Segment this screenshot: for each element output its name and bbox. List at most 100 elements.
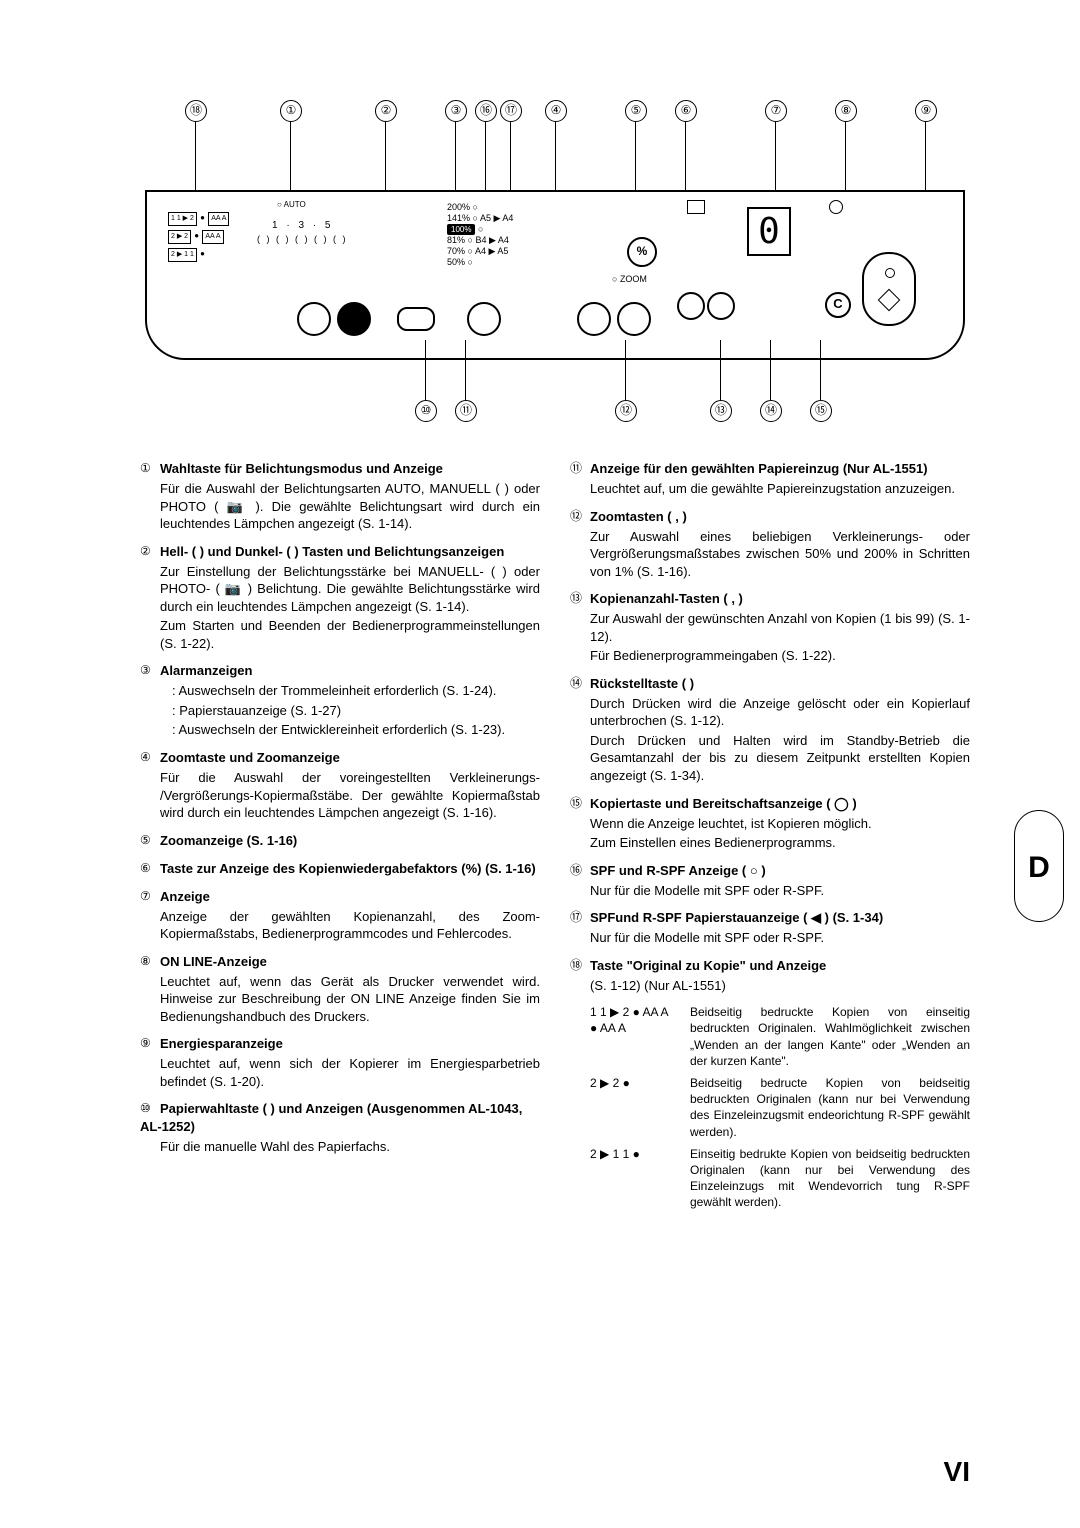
callout-16: ⑯ xyxy=(475,100,497,122)
zoom-list: 200% ○ 141% ○ A5 ▶ A4 100% ○ 81% ○ B4 ▶ … xyxy=(447,202,513,268)
lead-line xyxy=(425,340,426,400)
item-desc: (S. 1-12) (Nur AL-1551) xyxy=(590,977,970,995)
item-number: ⑰ xyxy=(570,909,588,927)
callout-18: ⑱ xyxy=(185,100,207,122)
item-desc: : Papierstauanzeige (S. 1-27) xyxy=(172,702,540,720)
item-number: ⑥ xyxy=(140,860,158,878)
item-number: ⑤ xyxy=(140,832,158,850)
side-tab: D xyxy=(1014,810,1064,922)
item-desc: Für Bedienerprogrammeingaben (S. 1-22). xyxy=(590,647,970,665)
item-title: Zoomtasten ( , ) xyxy=(590,509,687,524)
item-desc: Leuchtet auf, wenn sich der Kopierer im … xyxy=(160,1055,540,1090)
item-title: SPF und R-SPF Anzeige ( ○ ) xyxy=(590,863,766,878)
item-title: Kopiertaste und Bereitschaftsanzeige ( ◯… xyxy=(590,796,857,811)
item-title: Anzeige xyxy=(160,889,210,904)
item-number: ⑨ xyxy=(140,1035,158,1053)
callout-15: ⑮ xyxy=(810,400,832,422)
item-title: Energiesparanzeige xyxy=(160,1036,283,1051)
zoom-down-button xyxy=(577,302,611,336)
item-title: ON LINE-Anzeige xyxy=(160,954,267,969)
item-desc: Zum Starten und Beenden der Bedienerprog… xyxy=(160,617,540,652)
printer-icon xyxy=(687,200,705,214)
callout-11: ⑪ xyxy=(455,400,477,422)
lead-line xyxy=(465,340,466,400)
mode-glyph: 1 1 ▶ 2 ● AA A ● AA A xyxy=(590,1004,690,1036)
mode-row-2: 2 ▶ 2 xyxy=(168,230,191,244)
zoom-up-button xyxy=(617,302,651,336)
list-item: ⑱Taste "Original zu Kopie" und Anzeige(S… xyxy=(570,957,970,995)
zoom-label: ○ ZOOM xyxy=(612,274,647,284)
list-item: ⑭Rückstelltaste ( )Durch Drücken wird di… xyxy=(570,675,970,785)
item-title: Taste "Original zu Kopie" und Anzeige xyxy=(590,958,826,973)
dark-button xyxy=(337,302,371,336)
item-desc: Zur Auswahl der gewünschten Anzahl von K… xyxy=(590,610,970,645)
list-item: ④Zoomtaste und Zoomanzeige Für die Auswah… xyxy=(140,749,540,822)
lead-line xyxy=(635,120,636,190)
item-desc: Nur für die Modelle mit SPF oder R-SPF. xyxy=(590,882,970,900)
lead-line xyxy=(925,120,926,190)
left-column: ①Wahltaste für Belichtungsmodus und Anze… xyxy=(140,460,540,1211)
item-number: ⑪ xyxy=(570,460,588,478)
item-desc: : Auswechseln der Trommeleinheit erforde… xyxy=(172,682,540,700)
list-item: ②Hell- ( ) und Dunkel- ( ) Tasten und Be… xyxy=(140,543,540,653)
item-number: ⑭ xyxy=(570,675,588,693)
item-number: ⑬ xyxy=(570,590,588,608)
orig-to-copy-row: 2 ▶ 2 ●Beidseitig bedructe Kopien von be… xyxy=(590,1075,970,1140)
page-number: VI xyxy=(944,1456,970,1488)
item-desc: Für die Auswahl der voreingestellten Ver… xyxy=(160,769,540,822)
item-number: ④ xyxy=(140,749,158,767)
item-title: Anzeige für den gewählten Papiereinzug (… xyxy=(590,461,928,476)
zoom-button xyxy=(467,302,501,336)
callout-5: ⑤ xyxy=(625,100,647,122)
callout-8: ⑧ xyxy=(835,100,857,122)
list-item: ⑤Zoomanzeige (S. 1-16) xyxy=(140,832,540,850)
mode-text: Beidseitig bedruckte Kopien von einseiti… xyxy=(690,1004,970,1069)
auto-label: ○ AUTO xyxy=(277,200,306,209)
list-item: ⑨Energiesparanzeige Leuchtet auf, wenn si… xyxy=(140,1035,540,1090)
lead-line xyxy=(775,120,776,190)
list-item: ⑥Taste zur Anzeige des Kopienwiedergabef… xyxy=(140,860,540,878)
lead-line xyxy=(770,340,771,400)
lead-line xyxy=(685,120,686,190)
lead-line xyxy=(290,120,291,190)
item-title: Kopienanzahl-Tasten ( , ) xyxy=(590,591,743,606)
lead-line xyxy=(555,120,556,190)
item-title: Zoomtaste und Zoomanzeige xyxy=(160,750,340,765)
lead-line xyxy=(625,340,626,400)
list-item: ⑫Zoomtasten ( , )Zur Auswahl eines belie… xyxy=(570,508,970,581)
orig-to-copy-row: 1 1 ▶ 2 ● AA A ● AA ABeidseitig bedruckt… xyxy=(590,1004,970,1069)
callout-12: ⑫ xyxy=(615,400,637,422)
panel-outline: 1 1 ▶ 2 ● AA A 2 ▶ 2 ● AA A 2 ▶ 1 1 ● ○ … xyxy=(145,190,965,360)
item-title: Zoomanzeige (S. 1-16) xyxy=(160,833,297,848)
item-desc: Zum Einstellen eines Bedienerprogramms. xyxy=(590,834,970,852)
item-desc: Anzeige der gewählten Kopienanzahl, des … xyxy=(160,908,540,943)
callout-9: ⑨ xyxy=(915,100,937,122)
callout-6: ⑥ xyxy=(675,100,697,122)
mode-text: Einseitig bedrukte Kopien von beidseitig… xyxy=(690,1146,970,1211)
item-number: ① xyxy=(140,460,158,478)
callout-1: ① xyxy=(280,100,302,122)
item-desc: Leuchtet auf, wenn das Gerät als Drucker… xyxy=(160,973,540,1026)
aa-icon: AA A xyxy=(202,230,223,244)
item-desc: : Auswechseln der Entwicklereinheit erfo… xyxy=(172,721,540,739)
list-item: ⑧ON LINE-AnzeigeLeuchtet auf, wenn das G… xyxy=(140,953,540,1026)
list-item: ⑯SPF und R-SPF Anzeige ( ○ )Nur für die … xyxy=(570,862,970,900)
item-title: Hell- ( ) und Dunkel- ( ) Tasten und Bel… xyxy=(160,544,504,559)
mode-block: 1 1 ▶ 2 ● AA A 2 ▶ 2 ● AA A 2 ▶ 1 1 ● xyxy=(167,212,230,262)
callout-4: ④ xyxy=(545,100,567,122)
callout-7: ⑦ xyxy=(765,100,787,122)
lead-line xyxy=(720,340,721,400)
lead-line xyxy=(195,120,196,190)
item-number: ⑮ xyxy=(570,795,588,813)
qty-down-button xyxy=(677,292,705,320)
item-desc: Nur für die Modelle mit SPF oder R-SPF. xyxy=(590,929,970,947)
item-number: ⑩ xyxy=(140,1100,158,1118)
callout-3: ③ xyxy=(445,100,467,122)
item-title: Papierwahltaste ( ) und Anzeigen (Ausgen… xyxy=(140,1101,522,1134)
callout-13: ⑬ xyxy=(710,400,732,422)
item-number: ⑫ xyxy=(570,508,588,526)
item-title: Rückstelltaste ( ) xyxy=(590,676,694,691)
mode-glyph: 2 ▶ 2 ● xyxy=(590,1075,690,1091)
item-title: Alarmanzeigen xyxy=(160,663,252,678)
item-desc: Für die manuelle Wahl des Papierfachs. xyxy=(160,1138,540,1156)
